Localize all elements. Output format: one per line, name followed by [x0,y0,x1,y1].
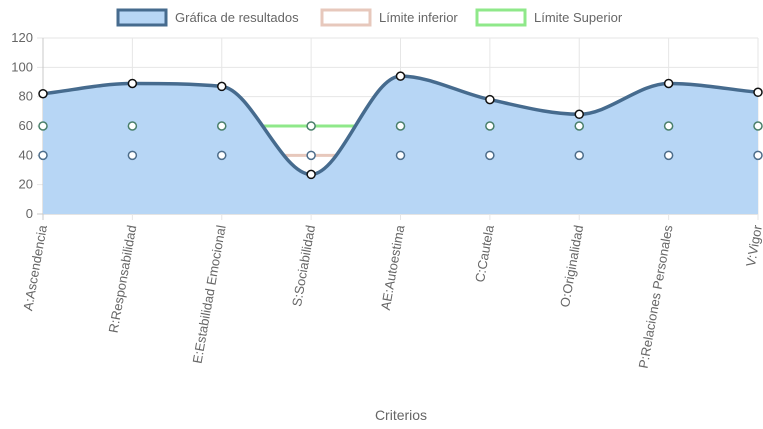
y-tick-label: 20 [19,177,33,192]
data-point-0[interactable] [574,109,584,120]
legend-label: Límite Superior [534,10,623,25]
x-tick-label: P:Relaciones Personales [636,223,676,369]
x-tick-label: A:Ascendencia [20,223,50,312]
x-tick-label: O:Originalidad [557,224,586,308]
legend-item-0[interactable]: Gráfica de resultados [116,8,299,27]
series-area-results [43,76,758,214]
legend-item-1[interactable]: Límite inferior [320,8,458,27]
data-point-0[interactable] [395,71,406,81]
y-tick-label: 60 [19,118,33,133]
data-point-2[interactable] [663,121,674,131]
y-tick-label: 80 [19,89,33,104]
data-point-1[interactable] [127,150,138,161]
data-point-0[interactable] [753,87,763,98]
legend-label: Gráfica de resultados [175,10,299,25]
x-tick-label: E:Estabilidad Emocional [190,224,229,365]
series-line-0 [42,74,759,177]
legend-label: Límite inferior [379,10,458,25]
chart-legend: Gráfica de resultados Límite inferior Lími… [116,8,623,27]
data-point-2[interactable] [217,121,227,131]
data-point-2[interactable] [485,121,495,131]
legend-swatch [116,8,168,27]
x-tick-label: V:Vigor [743,223,763,268]
data-point-0[interactable] [127,78,138,89]
data-point-1[interactable] [753,150,763,161]
data-point-0[interactable] [485,94,495,105]
data-point-1[interactable] [485,150,495,161]
data-point-1[interactable] [395,150,406,161]
data-point-0[interactable] [306,169,316,180]
data-point-2[interactable] [306,121,316,131]
data-point-1[interactable] [38,150,48,161]
y-tick-label: 120 [11,30,33,45]
x-tick-label: AE:Autoestima [378,223,408,311]
data-point-2[interactable] [38,121,48,131]
data-point-0[interactable] [38,88,48,99]
data-point-2[interactable] [753,121,763,131]
legend-item-2[interactable]: Límite Superior [475,8,623,27]
y-tick-label: 40 [19,147,33,162]
data-point-2[interactable] [574,121,584,131]
x-tick-label: S:Sociabilidad [289,224,318,308]
legend-swatch [475,8,527,27]
points-layer [38,71,763,180]
data-point-2[interactable] [127,121,138,131]
series-layer [42,74,759,214]
data-point-2[interactable] [395,121,406,131]
data-point-1[interactable] [574,150,584,161]
legend-swatch [320,8,372,27]
x-tick-label: C:Cautela [472,223,497,283]
data-point-0[interactable] [217,81,227,92]
y-tick-label: 100 [11,59,33,74]
x-axis-ticks: A:Ascendencia R:Responsabilidad E:Estabili… [20,223,763,369]
data-point-1[interactable] [217,150,227,161]
data-point-1[interactable] [663,150,674,161]
y-axis-ticks: 0 20 40 60 80 100 120 [11,30,33,221]
x-axis-title: Criterios [375,407,427,423]
data-point-0[interactable] [663,78,674,89]
y-tick-label: 0 [26,206,33,221]
data-point-1[interactable] [306,150,316,161]
x-tick-label: R:Responsabilidad [106,224,140,334]
